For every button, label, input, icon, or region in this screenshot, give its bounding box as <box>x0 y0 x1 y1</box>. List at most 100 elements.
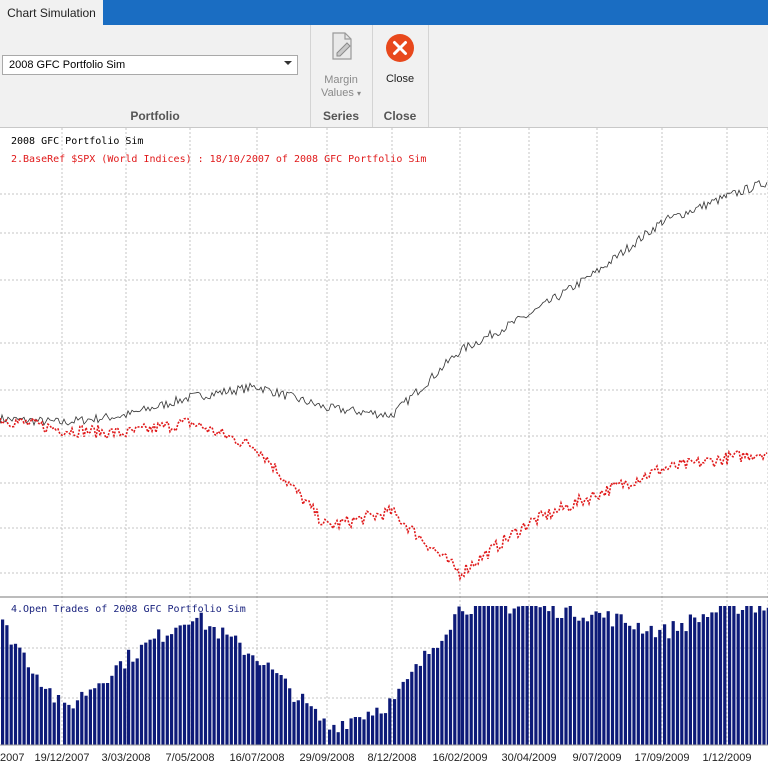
open-trades-bar <box>723 606 727 745</box>
open-trades-bar <box>478 606 482 745</box>
tab-chart-simulation[interactable]: Chart Simulation <box>0 0 103 25</box>
open-trades-bar <box>288 688 292 745</box>
open-trades-bar <box>423 650 427 745</box>
open-trades-bar <box>139 644 144 745</box>
open-trades-bar <box>766 607 768 745</box>
open-trades-bar <box>718 606 723 745</box>
open-trades-bar <box>457 606 461 745</box>
simulation-chart[interactable]: 2008 GFC Portfolio Sim 2.BaseRef $SPX (W… <box>0 128 768 766</box>
open-trades-bar <box>418 665 422 745</box>
open-trades-bar <box>564 607 568 745</box>
close-group: Close Close <box>372 25 429 127</box>
open-trades-bar <box>671 621 675 745</box>
open-trades-bar <box>645 631 649 745</box>
open-trades-bar <box>279 675 283 745</box>
open-trades-bar <box>358 717 362 745</box>
open-trades-bar <box>388 698 392 745</box>
open-trades-bar <box>336 732 340 745</box>
open-trades-bar <box>225 634 229 745</box>
open-trades-bar <box>80 691 84 745</box>
open-trades-bar <box>482 606 486 745</box>
open-trades-bar <box>340 721 345 745</box>
open-trades-bar <box>283 678 287 745</box>
open-trades-bar <box>693 617 697 745</box>
open-trades-bar <box>270 669 275 745</box>
open-trades-bar <box>379 713 383 745</box>
open-trades-bar <box>67 704 71 745</box>
close-button[interactable]: Close <box>372 33 428 86</box>
open-trades-bar <box>710 612 714 745</box>
x-tick-label: 30/04/2009 <box>501 752 556 764</box>
horizontal-gridlines <box>0 193 768 699</box>
open-trades-bar <box>697 622 701 745</box>
open-trades-bar <box>191 621 195 745</box>
open-trades-bar <box>35 674 39 745</box>
legend-baseref: 2.BaseRef $SPX (World Indices) : 18/10/2… <box>11 154 426 165</box>
open-trades-bar <box>199 612 203 745</box>
open-trades-bar <box>585 621 590 745</box>
open-trades-bar <box>623 622 627 745</box>
open-trades-bar <box>208 626 212 745</box>
open-trades-bar <box>745 606 749 745</box>
portfolio-selected-value: 2008 GFC Portfolio Sim <box>9 59 126 71</box>
open-trades-bar <box>688 614 692 745</box>
series-group: Margin Values ▾ Series <box>310 25 373 127</box>
open-trades-bar <box>530 606 534 745</box>
open-trades-bar <box>187 624 191 745</box>
open-trades-bar <box>93 688 97 745</box>
legend-open-trades: 4.Open Trades of 2008 GFC Portfolio Sim <box>11 604 246 615</box>
open-trades-bar <box>157 629 161 745</box>
open-trades-bar <box>573 616 577 745</box>
open-trades-bar <box>753 612 757 745</box>
margin-label: Margin <box>324 74 358 86</box>
values-label: Values ▾ <box>321 87 361 99</box>
open-trades-bar <box>56 695 61 745</box>
open-trades-bar <box>401 681 405 745</box>
open-trades-bar <box>701 614 705 745</box>
open-trades-bar <box>216 638 220 745</box>
portfolio-group-label: Portfolio <box>130 109 180 123</box>
open-trades-bar <box>170 634 174 745</box>
open-trades-bar <box>131 661 135 745</box>
open-trades-bar <box>568 606 572 745</box>
open-trades-bar <box>203 629 208 745</box>
open-trades-bar <box>18 647 22 745</box>
open-trades-bar <box>114 665 118 745</box>
x-tick-label: 1/12/2009 <box>703 752 752 764</box>
open-trades-bar <box>538 607 542 745</box>
open-trades-bar <box>486 606 490 745</box>
open-trades-bar <box>292 701 296 745</box>
open-trades-bar <box>508 613 512 745</box>
open-trades-bar <box>453 614 457 745</box>
open-trades-bar <box>275 673 279 745</box>
open-trades-bar <box>212 627 216 745</box>
x-tick-label: 17/09/2009 <box>634 752 689 764</box>
open-trades-bar <box>740 610 745 745</box>
open-trades-bar <box>221 627 225 745</box>
portfolio-line <box>0 180 768 427</box>
open-trades-bar <box>610 626 615 745</box>
open-trades-bar <box>262 665 266 745</box>
open-trades-bar <box>39 686 43 745</box>
x-tick-label: 19/12/2007 <box>34 752 89 764</box>
open-trades-bar <box>255 661 259 745</box>
open-trades-bar <box>581 617 585 745</box>
open-trades-bar <box>165 635 169 745</box>
open-trades-bar <box>349 718 353 745</box>
margin-values-button[interactable]: Margin Values ▾ <box>310 29 372 100</box>
open-trades-bar <box>749 606 753 745</box>
open-trades-bar <box>521 606 525 745</box>
title-bar: Chart Simulation <box>0 0 768 25</box>
open-trades-bar <box>410 671 414 745</box>
open-trades-bar <box>318 720 322 745</box>
open-trades-bar <box>26 667 30 745</box>
open-trades-bar <box>383 713 388 745</box>
open-trades-bar <box>101 683 105 745</box>
open-trades-bar <box>88 689 92 745</box>
open-trades-bar <box>13 643 18 745</box>
open-trades-bar <box>5 625 9 745</box>
x-tick-label: 3/03/2008 <box>102 752 151 764</box>
open-trades-bar <box>560 618 564 745</box>
portfolio-dropdown[interactable]: 2008 GFC Portfolio Sim <box>2 55 298 75</box>
open-trades-bar <box>628 625 632 745</box>
